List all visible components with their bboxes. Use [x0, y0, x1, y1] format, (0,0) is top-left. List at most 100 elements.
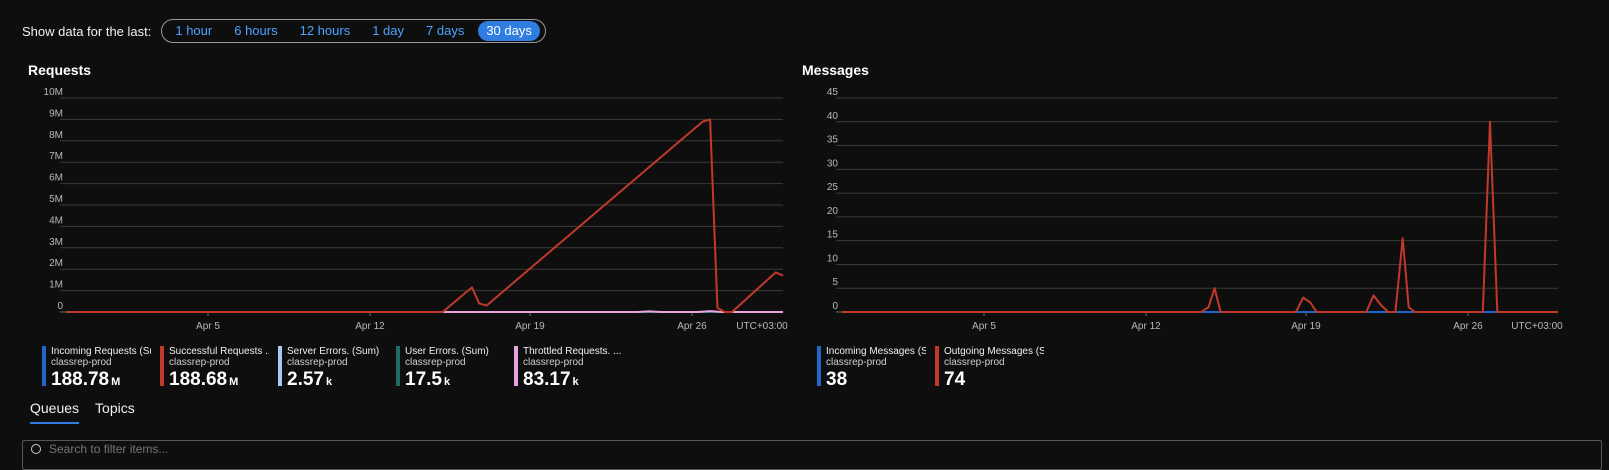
legend-item[interactable]: Incoming Requests (Sum)classrep-prod188.… [42, 346, 151, 390]
legend-series-name: User Errors. (Sum) [405, 346, 489, 357]
legend-series-name: Incoming Messages (Sum) [826, 346, 926, 357]
tab-topics[interactable]: Topics [95, 400, 135, 416]
legend-color-bar [42, 346, 46, 386]
time-option-7-days[interactable]: 7 days [426, 23, 465, 38]
requests-legend: Incoming Requests (Sum)classrep-prod188.… [42, 346, 623, 390]
y-tick-label: 45 [827, 87, 839, 98]
legend-resource-name: classrep-prod [405, 357, 466, 368]
legend-color-bar [396, 346, 400, 386]
legend-series-name: Throttled Requests. ... [523, 346, 622, 357]
y-tick-label: 3M [49, 237, 63, 248]
series-line-4 [66, 310, 783, 313]
y-tick-label: 10 [827, 253, 839, 264]
legend-resource-name: classrep-prod [944, 357, 1005, 368]
filter-box[interactable] [22, 440, 1602, 470]
messages-chart-title: Messages [802, 62, 869, 78]
x-tick-label: Apr 19 [515, 321, 545, 332]
legend-item[interactable]: User Errors. (Sum) classrep-prod 17.5 k [396, 346, 505, 390]
x-tick-label: Apr 5 [196, 321, 220, 332]
time-option-1-hour[interactable]: 1 hour [175, 23, 213, 38]
legend-value-number: 83.17 [523, 369, 571, 390]
requests-chart[interactable]: 0 1M 2M 3M 4M 5M 6M 7M 8M 9M 10M Apr 5 Apr 12 Apr 19 A… [0, 0, 1609, 340]
legend-value-number: 188.78 [51, 369, 110, 390]
legend-total-value: 2.57 k [287, 369, 387, 393]
requests-chart-title: Requests [28, 62, 92, 78]
legend-resource-name: classrep-prod [826, 357, 887, 368]
timezone-label: UTC+03:00 [736, 321, 788, 332]
legend-value-unit: k [443, 376, 451, 388]
time-option-6-hours[interactable]: 6 hours [234, 23, 278, 38]
x-tick-label: Apr 26 [1453, 321, 1483, 332]
tab-queues[interactable]: Queues [30, 400, 80, 424]
y-tick-label: 0 [832, 301, 838, 312]
legend-color-bar [514, 346, 518, 386]
legend-value-unit: k [325, 376, 333, 388]
y-tick-label: 7M [49, 151, 63, 162]
time-range-selector: Show data for the last: 1 hour 6 hours 1… [22, 19, 546, 43]
time-option-1-day[interactable]: 1 day [372, 23, 405, 38]
legend-value-number: 2.57 [287, 369, 324, 390]
legend-color-bar [817, 346, 821, 386]
legend-item[interactable]: Successful Requests ... classrep-prod 188.… [160, 346, 269, 390]
series-line-1 [842, 120, 1558, 313]
legend-value-number: 74 [944, 369, 966, 390]
legend-resource-name: classrep-prod [287, 357, 348, 368]
legend-total-value: 188.78 M [51, 369, 151, 393]
y-tick-label: 9M [49, 108, 63, 119]
y-tick-label: 6M [49, 173, 63, 184]
legend-total-value: 83.17 k [523, 369, 623, 393]
y-tick-label: 25 [827, 182, 839, 193]
legend-value-number: 17.5 [405, 369, 442, 390]
legend-item[interactable]: Server Errors. (Sum) classrep-prod 2.57 k [278, 346, 387, 390]
legend-resource-name: classrep-prod [523, 357, 584, 368]
legend-series-name: Outgoing Messages (Sum) [944, 346, 1044, 357]
legend-resource-name: classrep-prod [51, 357, 112, 368]
entity-tabs: Queues Topics [30, 400, 151, 424]
messages-chart[interactable]: 0 5 10 15 20 25 30 35 40 45 Apr 5 Apr 12 Apr 19 Apr 2… [0, 0, 1609, 340]
y-tick-label: 30 [827, 158, 839, 169]
legend-resource-name: classrep-prod [169, 357, 230, 368]
search-icon [31, 444, 41, 454]
legend-total-value: 188.68 M [169, 369, 269, 393]
legend-total-value: 17.5 k [405, 369, 505, 393]
x-tick-label: Apr 26 [677, 321, 707, 332]
y-tick-label: 40 [827, 111, 839, 122]
legend-item[interactable]: Throttled Requests. ... classrep-prod 83.1… [514, 346, 623, 390]
legend-color-bar [278, 346, 282, 386]
filter-input[interactable] [47, 441, 351, 457]
y-tick-label: 8M [49, 130, 63, 141]
y-tick-label: 15 [827, 230, 839, 241]
y-tick-label: 1M [49, 280, 63, 291]
y-tick-label: 2M [49, 258, 63, 269]
legend-total-value: 74 [944, 369, 1044, 391]
series-line-1 [66, 118, 784, 313]
legend-total-value: 38 [826, 369, 926, 391]
y-tick-label: 35 [827, 135, 839, 146]
legend-series-name: Successful Requests ... [169, 346, 269, 357]
y-tick-label: 5 [832, 277, 838, 288]
x-tick-label: Apr 19 [1291, 321, 1321, 332]
time-range-label: Show data for the last: [22, 23, 152, 39]
y-tick-label: 10M [44, 87, 63, 98]
legend-series-name: Server Errors. (Sum) [287, 346, 380, 357]
legend-value-number: 38 [826, 369, 848, 390]
y-tick-label: 20 [827, 206, 839, 217]
x-tick-label: Apr 5 [972, 321, 996, 332]
y-tick-label: 5M [49, 194, 63, 205]
y-tick-label: 4M [49, 215, 63, 226]
legend-color-bar [935, 346, 939, 386]
x-tick-label: Apr 12 [355, 321, 385, 332]
messages-legend: Incoming Messages (Sum)classrep-prod38Ou… [817, 346, 1044, 390]
time-option-12-hours[interactable]: 12 hours [299, 23, 351, 38]
time-option-30-days[interactable]: 30 days [478, 21, 540, 41]
legend-value-unit: M [229, 376, 239, 388]
legend-value-unit: M [111, 376, 121, 388]
time-range-options: 1 hour 6 hours 12 hours 1 day 7 days 30 … [161, 19, 546, 43]
legend-color-bar [160, 346, 164, 386]
timezone-label: UTC+03:00 [1511, 321, 1563, 332]
legend-series-name: Incoming Requests (Sum) [51, 346, 151, 357]
legend-value-unit: k [572, 376, 579, 388]
legend-value-number: 188.68 [169, 369, 228, 390]
